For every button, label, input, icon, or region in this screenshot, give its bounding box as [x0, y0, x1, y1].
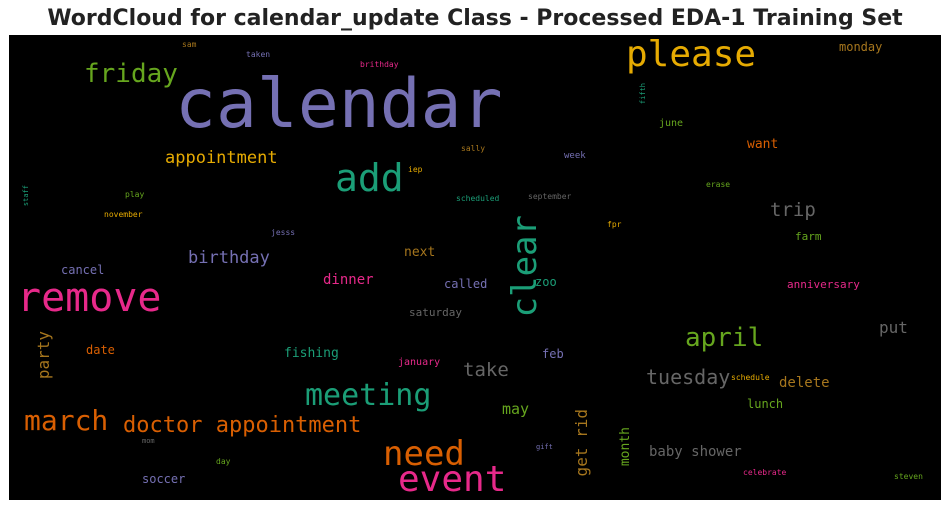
cloud-word: need — [383, 434, 465, 474]
cloud-word: schedule — [731, 373, 770, 382]
cloud-word: get rid — [572, 409, 591, 477]
cloud-word: taken — [246, 50, 271, 59]
cloud-word: week — [564, 151, 586, 161]
cloud-word: september — [528, 192, 572, 201]
cloud-word: remove — [17, 275, 162, 321]
cloud-word: date — [86, 343, 115, 357]
cloud-word: friday — [84, 59, 178, 89]
cloud-word: jesss — [271, 228, 296, 237]
cloud-word: may — [502, 400, 530, 418]
cloud-word: sam — [182, 40, 197, 49]
cloud-word: fifth — [639, 83, 647, 105]
cloud-word: trip — [770, 199, 816, 221]
cloud-word: day — [216, 457, 231, 466]
cloud-word: erase — [706, 180, 731, 189]
cloud-word: saturday — [409, 306, 462, 319]
cloud-word: staff — [22, 185, 30, 207]
cloud-word: soccer — [142, 472, 186, 486]
cloud-word: gift — [536, 443, 553, 451]
cloud-word: iep — [408, 165, 423, 174]
cloud-word: meeting — [305, 378, 432, 413]
cloud-word: event — [398, 459, 507, 500]
cloud-word: scheduled — [456, 194, 500, 203]
cloud-word: celebrate — [743, 468, 787, 477]
cloud-word: sally — [461, 144, 486, 153]
word-cloud: calendar remove please event add need clear mee… — [9, 35, 941, 500]
cloud-word: brithday — [360, 60, 399, 69]
cloud-word: play — [125, 190, 145, 199]
cloud-word: zoo — [535, 275, 557, 289]
cloud-word: feb — [542, 347, 564, 361]
cloud-word: mom — [142, 437, 155, 445]
cloud-word: want — [747, 137, 779, 152]
cloud-word: march — [24, 404, 109, 437]
cloud-word: delete — [779, 375, 830, 391]
cloud-word: tuesday — [646, 365, 731, 389]
cloud-word: take — [463, 359, 509, 381]
cloud-word: please — [626, 35, 757, 75]
cloud-word: doctor appointment — [123, 413, 362, 438]
cloud-word: month — [618, 427, 633, 467]
cloud-word: fpr — [607, 220, 622, 229]
cloud-word: monday — [839, 40, 883, 54]
cloud-word: birthday — [188, 248, 270, 268]
cloud-word: farm — [795, 230, 822, 243]
cloud-word: clear — [505, 215, 545, 318]
cloud-word: cancel — [61, 263, 105, 277]
cloud-word: next — [404, 245, 436, 260]
cloud-word: january — [398, 357, 441, 368]
cloud-word: steven — [894, 472, 923, 481]
cloud-word: baby shower — [649, 444, 742, 460]
cloud-word: dinner — [323, 272, 374, 288]
cloud-word: lunch — [747, 397, 784, 411]
cloud-word: called — [444, 277, 488, 291]
cloud-word: party — [34, 331, 53, 380]
cloud-word: add — [335, 156, 404, 200]
cloud-word: calendar — [175, 65, 503, 144]
cloud-word: april — [685, 323, 764, 353]
cloud-word: anniversary — [787, 278, 860, 291]
cloud-word: put — [879, 318, 908, 337]
cloud-word: fishing — [284, 346, 339, 361]
cloud-word: june — [659, 118, 684, 129]
cloud-word: november — [104, 210, 143, 219]
chart-title: WordCloud for calendar_update Class - Pr… — [47, 6, 903, 31]
cloud-word: appointment — [165, 148, 278, 168]
